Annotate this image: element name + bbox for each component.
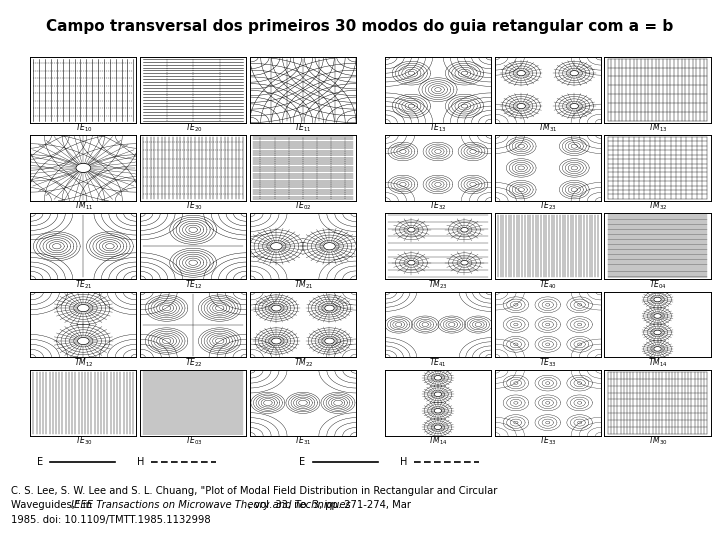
Text: $TM_{23}$: $TM_{23}$ xyxy=(428,278,448,291)
Circle shape xyxy=(654,314,661,318)
Circle shape xyxy=(271,242,282,250)
Text: $TE_{40}$: $TE_{40}$ xyxy=(539,278,557,291)
Text: $TE_{33}$: $TE_{33}$ xyxy=(539,435,557,447)
Circle shape xyxy=(461,227,468,232)
Circle shape xyxy=(324,242,336,250)
Circle shape xyxy=(517,71,526,76)
Text: C. S. Lee, S. W. Lee and S. L. Chuang, "Plot of Modal Field Distribution in Rect: C. S. Lee, S. W. Lee and S. L. Chuang, "… xyxy=(11,485,498,496)
Text: $TM_{21}$: $TM_{21}$ xyxy=(294,278,313,291)
Text: $TE_{04}$: $TE_{04}$ xyxy=(649,278,667,291)
Text: IEEE Transactions on Microwave Theory and Techniques: IEEE Transactions on Microwave Theory an… xyxy=(71,500,351,510)
Text: $TE_{31}$: $TE_{31}$ xyxy=(294,435,312,447)
Text: $TM_{32}$: $TM_{32}$ xyxy=(648,200,667,212)
Text: $TM_{14}$: $TM_{14}$ xyxy=(648,356,667,369)
Text: $TM_{14}$: $TM_{14}$ xyxy=(428,435,448,447)
Circle shape xyxy=(78,338,89,345)
Circle shape xyxy=(654,297,661,302)
Text: $TE_{23}$: $TE_{23}$ xyxy=(539,200,557,212)
Text: 1985. doi: 10.1109/TMTT.1985.1132998: 1985. doi: 10.1109/TMTT.1985.1132998 xyxy=(11,515,210,525)
Text: $TM_{30}$: $TM_{30}$ xyxy=(648,435,667,447)
Text: E: E xyxy=(300,457,305,467)
Text: $TE_{03}$: $TE_{03}$ xyxy=(184,435,202,447)
Text: $TE_{20}$: $TE_{20}$ xyxy=(184,122,202,134)
Text: , vol. 33, no. 3, pp. 271-274, Mar: , vol. 33, no. 3, pp. 271-274, Mar xyxy=(248,500,411,510)
Text: $TM_{31}$: $TM_{31}$ xyxy=(539,122,558,134)
Text: Campo transversal dos primeiros 30 modos do guia retangular com a = b: Campo transversal dos primeiros 30 modos… xyxy=(46,19,674,34)
Text: $TE_{30}$: $TE_{30}$ xyxy=(75,435,93,447)
Circle shape xyxy=(434,392,441,396)
Text: $TM_{12}$: $TM_{12}$ xyxy=(74,356,94,369)
Text: $TE_{13}$: $TE_{13}$ xyxy=(429,122,447,134)
Circle shape xyxy=(408,260,415,265)
Circle shape xyxy=(570,71,579,76)
Circle shape xyxy=(76,163,91,173)
Text: $TM_{22}$: $TM_{22}$ xyxy=(294,356,313,369)
Text: $TE_{10}$: $TE_{10}$ xyxy=(75,122,93,134)
Circle shape xyxy=(654,330,661,335)
Text: H: H xyxy=(400,457,407,467)
Text: $TE_{12}$: $TE_{12}$ xyxy=(184,278,202,291)
Text: $TE_{22}$: $TE_{22}$ xyxy=(184,356,202,369)
Circle shape xyxy=(325,338,334,344)
Text: Waveguides," in: Waveguides," in xyxy=(11,500,95,510)
Text: $TM_{13}$: $TM_{13}$ xyxy=(648,122,667,134)
Circle shape xyxy=(654,347,661,351)
Circle shape xyxy=(271,338,282,344)
Text: E: E xyxy=(37,457,42,467)
Text: $TE_{11}$: $TE_{11}$ xyxy=(294,122,312,134)
Circle shape xyxy=(434,425,441,429)
Circle shape xyxy=(271,305,282,311)
Text: H: H xyxy=(137,457,144,467)
Text: $TE_{32}$: $TE_{32}$ xyxy=(429,200,447,212)
Circle shape xyxy=(517,104,526,109)
Circle shape xyxy=(461,260,468,265)
Text: $TE_{21}$: $TE_{21}$ xyxy=(75,278,93,291)
Text: $TE_{33}$: $TE_{33}$ xyxy=(539,356,557,369)
Text: $TE_{30}$: $TE_{30}$ xyxy=(184,200,202,212)
Circle shape xyxy=(434,408,441,413)
Text: $TE_{02}$: $TE_{02}$ xyxy=(294,200,312,212)
Circle shape xyxy=(570,104,579,109)
Circle shape xyxy=(408,227,415,232)
Text: $TE_{41}$: $TE_{41}$ xyxy=(429,356,447,369)
Circle shape xyxy=(78,305,89,312)
Circle shape xyxy=(325,305,334,311)
Circle shape xyxy=(434,375,441,380)
Text: $TM_{11}$: $TM_{11}$ xyxy=(74,200,94,212)
